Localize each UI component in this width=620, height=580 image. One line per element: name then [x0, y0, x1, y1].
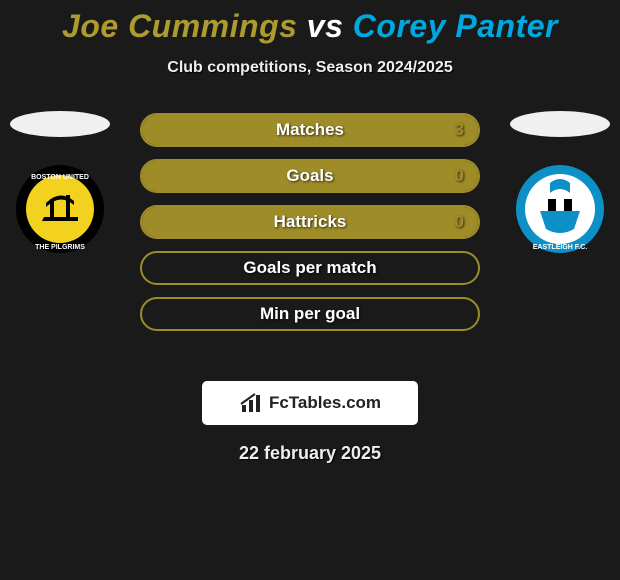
stat-bar: Goals0	[140, 159, 480, 193]
stat-label: Min per goal	[142, 304, 478, 324]
brand-text: FcTables.com	[269, 393, 381, 413]
vs-text: vs	[307, 8, 344, 44]
stat-value-right: 0	[455, 166, 464, 186]
comparison-title: Joe Cummings vs Corey Panter	[0, 0, 620, 45]
stat-value-right: 3	[455, 120, 464, 140]
club2-crest: EASTLEIGH F.C.	[510, 163, 610, 255]
stat-label: Matches	[142, 120, 478, 140]
svg-text:BOSTON UNITED: BOSTON UNITED	[31, 174, 89, 181]
club1-crest: BOSTON UNITED THE PILGRIMS	[10, 163, 110, 255]
stat-label: Goals	[142, 166, 478, 186]
stat-bars: Matches3Goals0Hattricks0Goals per matchM…	[140, 113, 480, 343]
stat-bar: Goals per match	[140, 251, 480, 285]
player2-placeholder	[510, 111, 610, 137]
svg-text:EASTLEIGH F.C.: EASTLEIGH F.C.	[533, 244, 588, 251]
stat-value-right: 0	[455, 212, 464, 232]
svg-text:THE PILGRIMS: THE PILGRIMS	[35, 244, 85, 251]
stat-label: Goals per match	[142, 258, 478, 278]
date-text: 22 february 2025	[0, 443, 620, 464]
comparison-stage: BOSTON UNITED THE PILGRIMS EASTLEIGH F.C…	[0, 105, 620, 385]
boston-united-crest-icon: BOSTON UNITED THE PILGRIMS	[10, 163, 110, 255]
subtitle: Club competitions, Season 2024/2025	[0, 59, 620, 77]
player1-name: Joe Cummings	[62, 8, 297, 44]
player2-name: Corey Panter	[353, 8, 558, 44]
eastleigh-crest-icon: EASTLEIGH F.C.	[510, 163, 610, 255]
stat-bar: Min per goal	[140, 297, 480, 331]
stat-label: Hattricks	[142, 212, 478, 232]
bar-chart-icon	[239, 391, 263, 415]
player1-placeholder	[10, 111, 110, 137]
brand-badge: FcTables.com	[202, 381, 418, 425]
stat-bar: Hattricks0	[140, 205, 480, 239]
stat-bar: Matches3	[140, 113, 480, 147]
